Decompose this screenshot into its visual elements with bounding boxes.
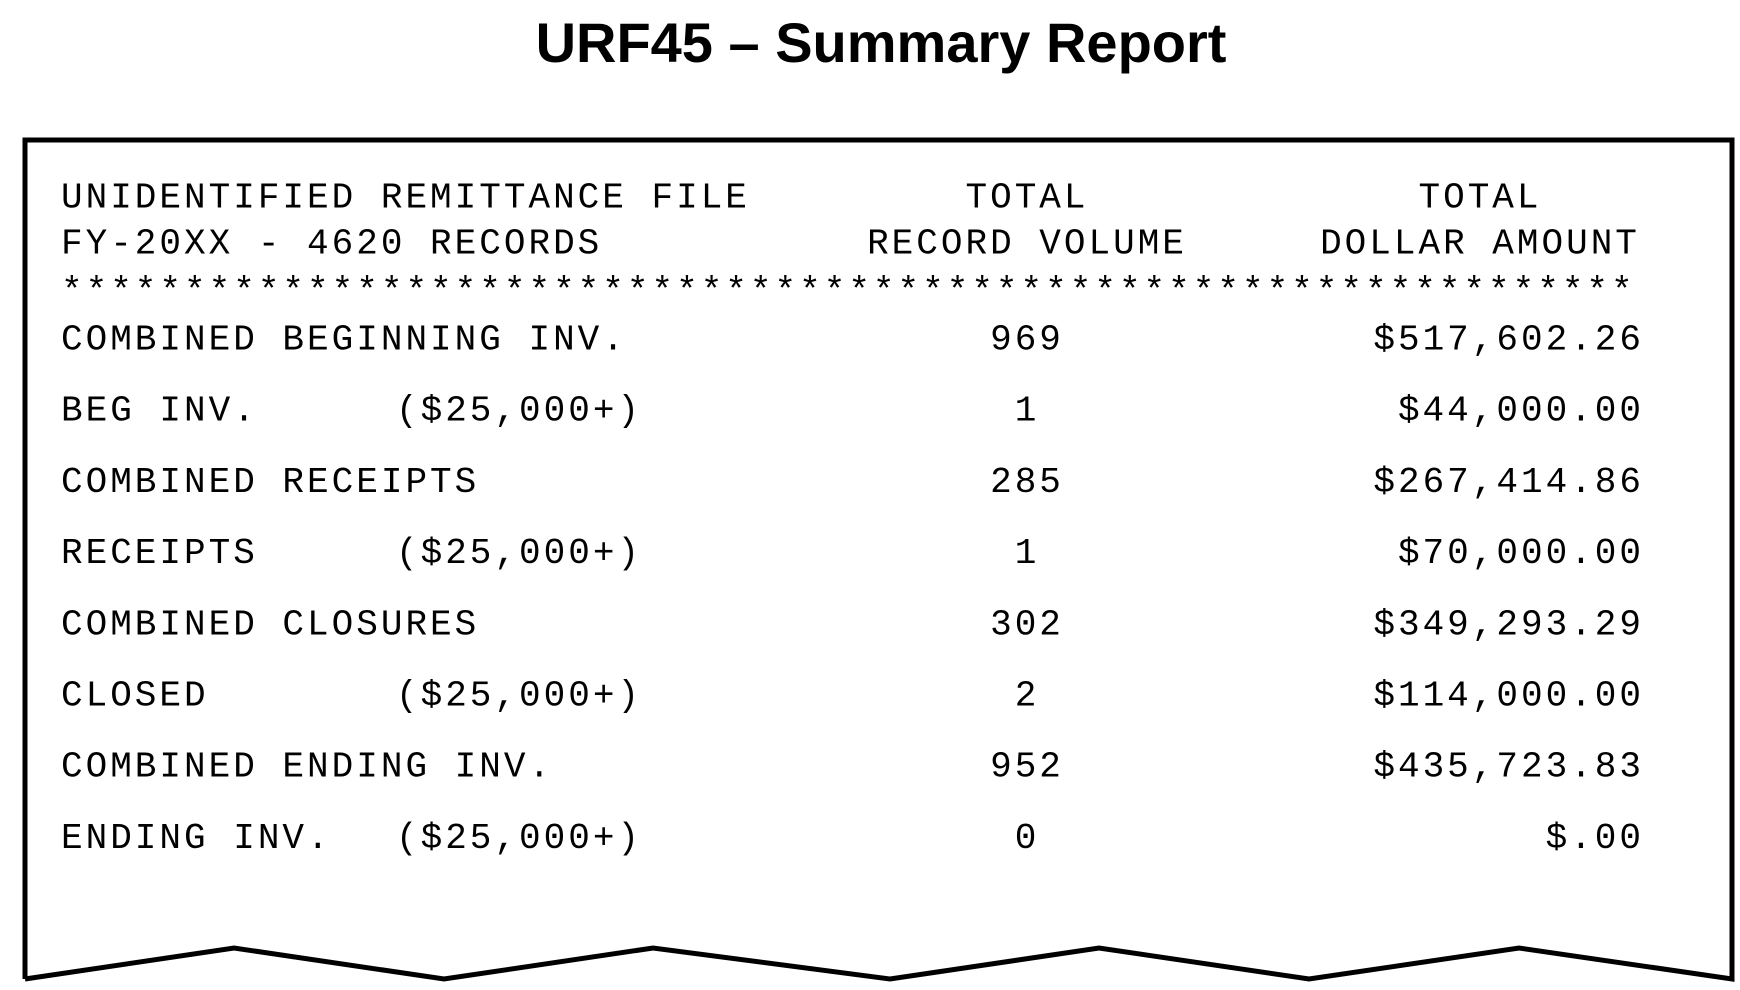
row-volume: 969: [990, 320, 1064, 361]
header-amount: DOLLAR AMOUNT: [1320, 224, 1640, 265]
row-volume: 2: [1015, 676, 1040, 717]
header-amount: TOTAL: [1418, 178, 1541, 219]
row-label: COMBINED RECEIPTS: [61, 462, 479, 503]
row-label: RECEIPTS: [61, 533, 258, 574]
row-amount: $44,000.00: [1398, 391, 1644, 432]
row-volume: 0: [1015, 818, 1040, 859]
row-amount: $114,000.00: [1373, 676, 1644, 717]
row-label: BEG INV.: [61, 391, 258, 432]
row-label: COMBINED BEGINNING INV.: [61, 320, 627, 361]
report-border: [22, 137, 1735, 982]
header-left: UNIDENTIFIED REMITTANCE FILE: [61, 178, 750, 219]
row-volume: 285: [990, 462, 1064, 503]
header-volume: TOTAL: [965, 178, 1088, 219]
row-amount: $.00: [1546, 818, 1644, 859]
row-amount: $435,723.83: [1373, 747, 1644, 788]
row-volume: 1: [1015, 533, 1040, 574]
row-volume: 302: [990, 604, 1064, 645]
header-left: FY-20XX - 4620 RECORDS: [61, 224, 602, 265]
separator: ****************************************…: [61, 272, 1636, 313]
row-amount: $517,602.26: [1373, 320, 1644, 361]
header-volume: RECORD VOLUME: [867, 224, 1187, 265]
row-volume: 952: [990, 747, 1064, 788]
row-qualifier: ($25,000+): [396, 391, 642, 432]
row-qualifier: ($25,000+): [396, 533, 642, 574]
row-amount: $267,414.86: [1373, 462, 1644, 503]
row-amount: $349,293.29: [1373, 604, 1644, 645]
row-label: COMBINED ENDING INV.: [61, 747, 553, 788]
row-label: COMBINED CLOSURES: [61, 604, 479, 645]
row-amount: $70,000.00: [1398, 533, 1644, 574]
row-volume: 1: [1015, 391, 1040, 432]
row-qualifier: ($25,000+): [396, 818, 642, 859]
row-label: CLOSED: [61, 676, 209, 717]
row-label: ENDING INV.: [61, 818, 332, 859]
title: URF45 – Summary Report: [536, 11, 1227, 74]
row-qualifier: ($25,000+): [396, 676, 642, 717]
